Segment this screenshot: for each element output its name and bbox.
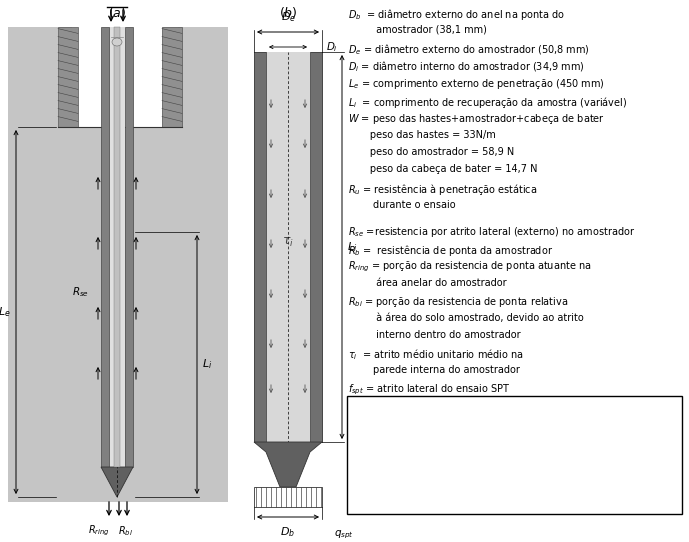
Text: peso do amostrador = 58,9 N: peso do amostrador = 58,9 N [348,147,514,157]
Bar [125,27,133,467]
Text: $W$ = peso das hastes+amostrador+cabeça de bater: $W$ = peso das hastes+amostrador+cabeça … [348,112,605,126]
Text: amostrador (38,1 mm): amostrador (38,1 mm) [348,24,487,35]
Text: $R_{bi}$ = porção da resistencia de ponta relativa: $R_{bi}$ = porção da resistencia de pont… [348,295,568,309]
Bar [310,52,322,442]
Ellipse shape [112,38,122,46]
Text: área anelar do amostrador: área anelar do amostrador [348,278,506,287]
Text: $R_b = R_{bi} + R_{ring}$: $R_b = R_{bi} + R_{ring}$ [353,466,422,479]
Text: $R_{ring}$: $R_{ring}$ [88,524,110,538]
Text: durante o ensaio: durante o ensaio [348,199,455,210]
Bar [266,52,310,442]
Text: $\tau_i$  = atrito médio unitario médio na: $\tau_i$ = atrito médio unitario médio n… [348,347,524,362]
Text: $\tau_i$: $\tau_i$ [282,235,294,249]
Bar [254,487,322,507]
Text: $D_i$ = diâmetro interno do amostrador (34,9 mm): $D_i$ = diâmetro interno do amostrador (… [348,60,585,74]
Text: peso das hastes = 33N/m: peso das hastes = 33N/m [348,130,496,139]
Bar [101,27,109,467]
Text: $L_e$: $L_e$ [0,305,11,319]
Bar [254,52,266,442]
Polygon shape [101,467,133,497]
Text: $q_{spt}$: $q_{spt}$ [334,529,354,541]
Text: $q_{spt}$ = resistência de ponta do ensaio SPT: $q_{spt}$ = resistência de ponta do ensa… [348,400,553,415]
Text: $D_b$  = diâmetro externo do anel na ponta do: $D_b$ = diâmetro externo do anel na pont… [348,7,565,22]
Bar [58,27,78,127]
Text: $L_i$: $L_i$ [347,240,358,254]
Text: peso da cabeça de bater = 14,7 N: peso da cabeça de bater = 14,7 N [348,165,537,175]
Bar [114,27,120,467]
Text: $D_e$: $D_e$ [280,10,296,24]
Text: $R_u$ = resistência à penetração estática: $R_u$ = resistência à penetração estátic… [348,182,537,197]
Text: $R_b = R_u + W - R_{se}\ \Longrightarrow\ q_{spt} = \dfrac{R_b}{\left(\dfrac{\pi: $R_b = R_u + W - R_{se}\ \Longrightarrow… [353,428,520,467]
Text: $L_i$  = comprimento de recuperação da amostra (variável): $L_i$ = comprimento de recuperação da am… [348,94,627,109]
Text: $R_{ring}$ = porção da resistencia de ponta atuante na: $R_{ring}$ = porção da resistencia de po… [348,260,592,274]
Text: à área do solo amostrado, devido ao atrito: à área do solo amostrado, devido ao atri… [348,313,584,322]
Text: $(a)$: $(a)$ [107,4,126,20]
Text: $R_{bi} = \pi\, D_i L_i \tau_i$: $R_{bi} = \pi\, D_i L_i \tau_i$ [353,488,411,500]
Bar [162,27,182,127]
Text: $D_e$ = diâmetro externo do amostrador (50,8 mm): $D_e$ = diâmetro externo do amostrador (… [348,42,590,56]
Text: $f_{spt}$ = atrito lateral do ensaio SPT: $f_{spt}$ = atrito lateral do ensaio SPT [348,383,511,397]
Polygon shape [254,442,322,487]
Text: $R_{se} = \pi\, D_e L_e f_{s\text{-}spt}\ \Longrightarrow\ f_{s\text{-}spt} = R_: $R_{se} = \pi\, D_e L_e f_{s\text{-}spt}… [353,408,535,421]
Text: $R_b$ =  resistência de ponta da amostrador: $R_b$ = resistência de ponta da amostrad… [348,242,553,257]
Text: interno dentro do amostrador: interno dentro do amostrador [348,330,521,340]
Text: $D_b$: $D_b$ [280,525,296,539]
Text: parede interna do amostrador: parede interna do amostrador [348,365,520,375]
Text: $(b)$: $(b)$ [278,4,298,20]
Bar [58,27,178,127]
Text: $D_i$: $D_i$ [326,40,338,54]
Bar [8,27,228,502]
Bar [347,396,682,514]
Text: $L_i$: $L_i$ [202,358,212,371]
Text: $L_e$ = comprimento externo de penetração (450 mm): $L_e$ = comprimento externo de penetraçã… [348,77,605,91]
Bar [72,27,162,127]
Text: $R_{se}$: $R_{se}$ [72,285,89,299]
Text: $R_{bl}$: $R_{bl}$ [118,524,132,538]
Text: $R_{se}$ =resistencia por atrito lateral (externo) no amostrador: $R_{se}$ =resistencia por atrito lateral… [348,225,635,239]
Bar [109,27,125,467]
